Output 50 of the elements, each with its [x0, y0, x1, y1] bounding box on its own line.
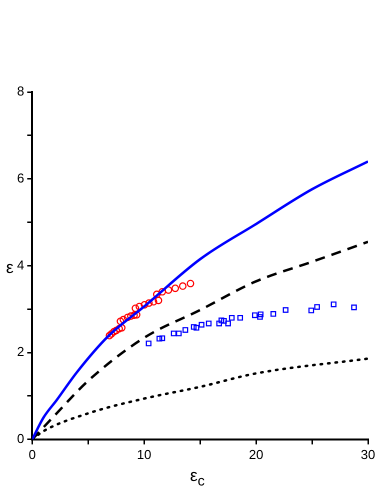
- point: [178, 282, 187, 290]
- point: [145, 299, 153, 307]
- y-axis-title: ε: [6, 258, 14, 278]
- point: [190, 324, 197, 330]
- point: [127, 312, 135, 320]
- point: [106, 332, 114, 340]
- x-axis-title: ε$_{c}$: [190, 466, 205, 492]
- y-tick-label: 8: [16, 84, 24, 99]
- x-tick-label: 30: [360, 446, 376, 462]
- y-tick-label: 2: [16, 344, 24, 360]
- point: [146, 340, 152, 346]
- y-tick-label: 6: [16, 170, 24, 186]
- point: [330, 301, 337, 308]
- point: [216, 320, 222, 326]
- point: [221, 318, 227, 324]
- point: [351, 304, 357, 310]
- point: [252, 312, 258, 318]
- point: [186, 280, 194, 288]
- point: [206, 320, 212, 326]
- point: [282, 307, 288, 313]
- point: [228, 314, 235, 321]
- point: [170, 330, 177, 336]
- point: [314, 304, 320, 310]
- x-tick-label: 20: [248, 446, 264, 462]
- point: [158, 288, 166, 296]
- point: [116, 317, 124, 326]
- y-tick-label: 0: [16, 430, 24, 446]
- point: [154, 296, 162, 304]
- point: [132, 304, 140, 312]
- point: [270, 311, 276, 317]
- point: [171, 284, 180, 292]
- point: [258, 311, 264, 318]
- point: [159, 335, 166, 342]
- y-tick-label: 4: [16, 257, 24, 272]
- point: [182, 327, 188, 333]
- x-tick-label: 10: [136, 446, 152, 462]
- x-tick-label: 0: [28, 446, 36, 462]
- point: [225, 320, 231, 326]
- point: [176, 330, 182, 336]
- point: [124, 314, 132, 322]
- point: [164, 286, 172, 294]
- point: [140, 300, 148, 309]
- point: [218, 318, 224, 324]
- point: [237, 314, 244, 321]
- point: [156, 336, 162, 342]
- point: [198, 322, 204, 328]
- point: [308, 308, 314, 314]
- point: [153, 290, 161, 298]
- point: [257, 314, 263, 320]
- point: [194, 324, 200, 331]
